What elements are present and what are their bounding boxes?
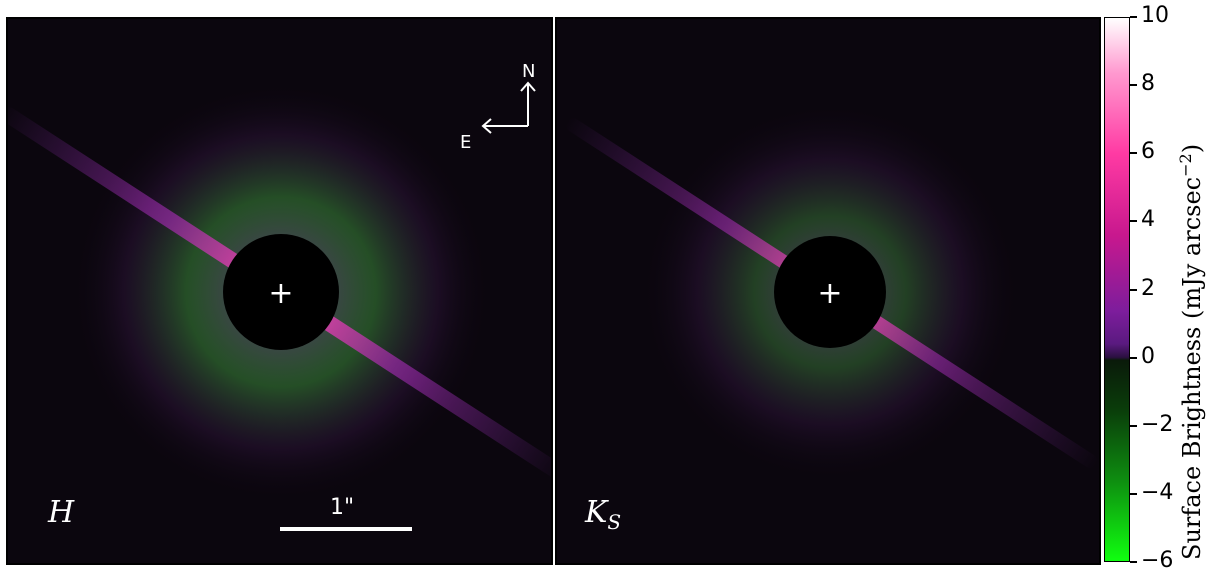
colorbar-tick-label: −6	[1141, 548, 1174, 573]
colorbar-tick	[1130, 288, 1137, 291]
colorbar	[1104, 17, 1130, 562]
star-center-marker: +	[268, 276, 293, 311]
colorbar-tick-label: 0	[1141, 343, 1155, 369]
colorbar-tick-label: −2	[1141, 411, 1174, 437]
colorbar-tick-label: 2	[1141, 275, 1155, 301]
scale-bar	[280, 527, 412, 531]
coronagraph-mask	[774, 236, 886, 348]
colorbar-tick	[1130, 16, 1137, 18]
colorbar-tick	[1130, 84, 1137, 87]
band-label-h: H	[48, 495, 75, 530]
h-band-image: +	[8, 81, 551, 502]
colorbar-tick	[1130, 492, 1137, 495]
scale-bar-label: 1"	[330, 495, 355, 520]
ks-band-panel: + KS	[555, 17, 1101, 565]
compass-north-label: N	[522, 61, 536, 82]
ks-band-image: +	[566, 102, 1097, 482]
coronagraph-mask	[223, 234, 339, 350]
colorbar-tick	[1130, 152, 1137, 155]
compass-east-label: E	[460, 132, 472, 153]
colorbar-tick-label: 6	[1141, 139, 1155, 165]
colorbar-tick	[1130, 561, 1137, 563]
colorbar-title: Surface Brightness (mJy arcsec−2)	[1176, 143, 1206, 560]
colorbar-tick-label: 8	[1141, 71, 1155, 97]
compass-arrows	[481, 81, 536, 134]
h-band-panel: + H 1" N E	[6, 17, 553, 565]
colorbar-tick	[1130, 220, 1137, 223]
band-label-ks: KS	[585, 495, 622, 534]
colorbar-tick-label: −4	[1141, 479, 1174, 505]
star-center-marker: +	[817, 276, 842, 311]
colorbar-tick	[1130, 424, 1137, 427]
colorbar-tick-label: 4	[1141, 207, 1155, 233]
colorbar-tick	[1130, 356, 1137, 359]
colorbar-tick-label: 10	[1141, 3, 1169, 28]
